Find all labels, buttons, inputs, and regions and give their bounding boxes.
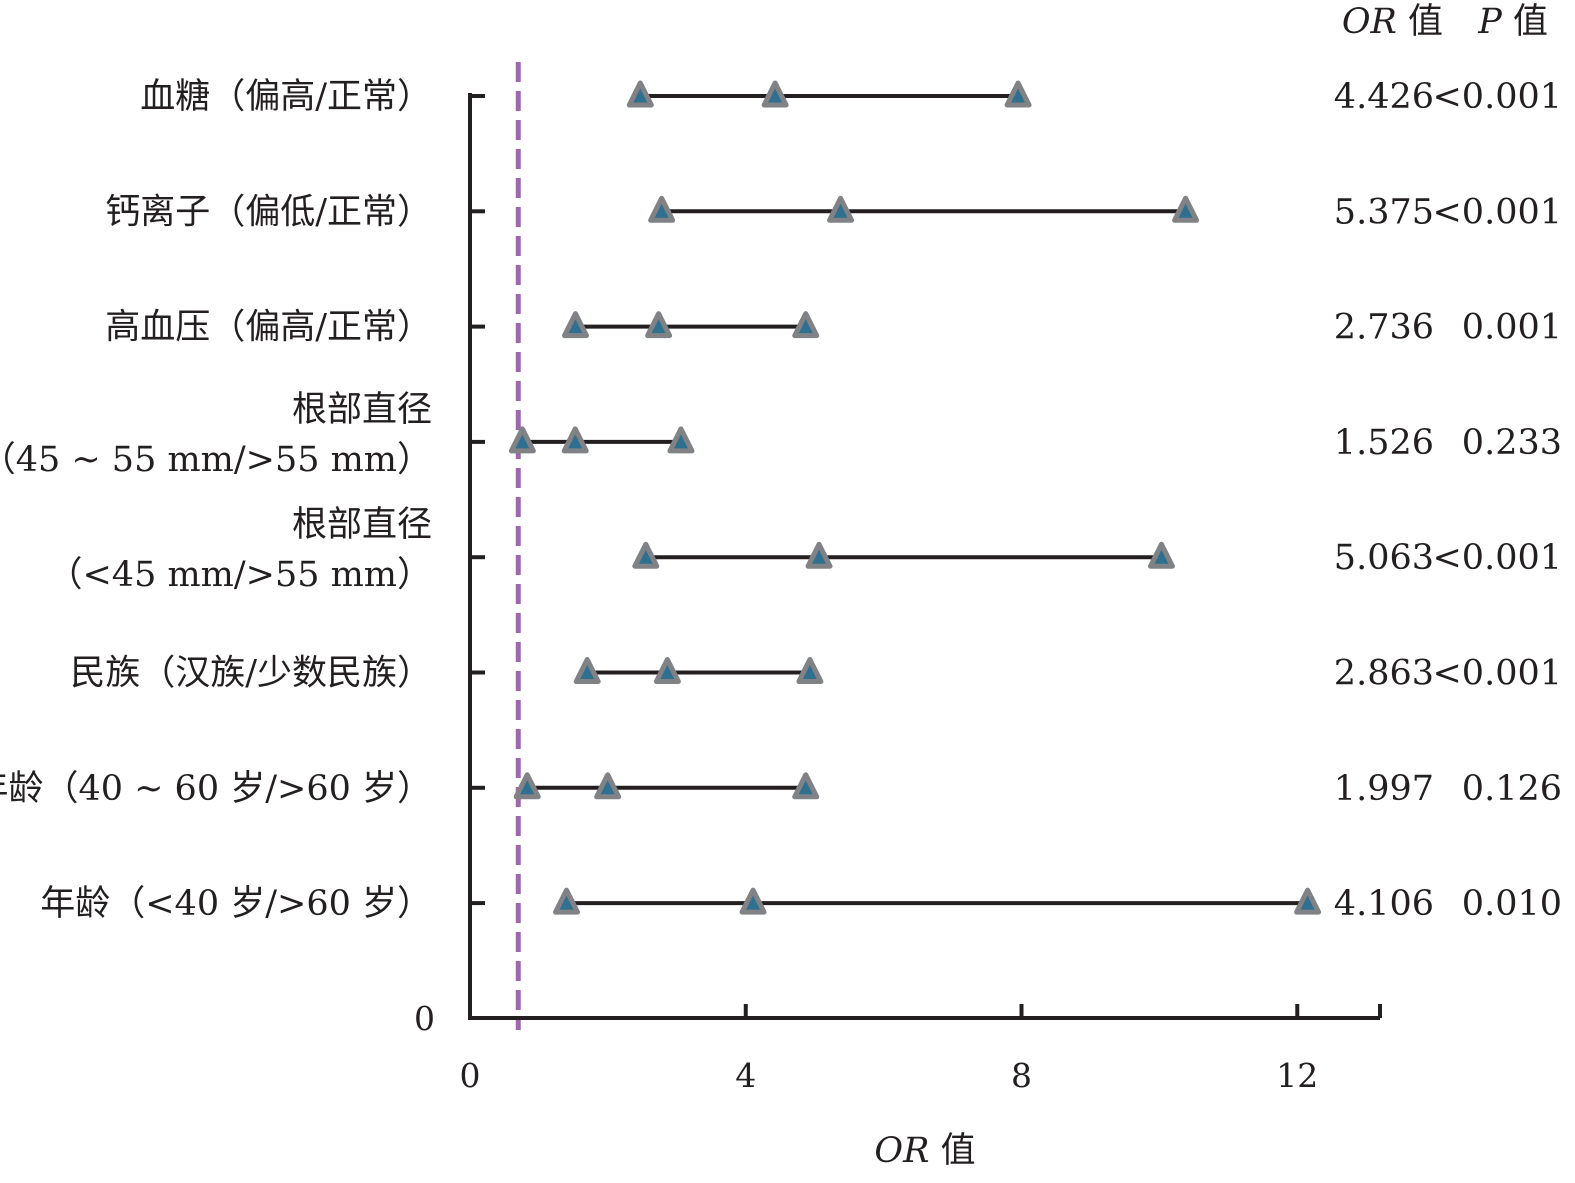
or-column-header-italic: OR [1342,2,1397,42]
or-marker [761,80,789,108]
forest-row: 根部直径 （45 ~ 55 mm/>55 mm） 1.526 0.233 [0,390,1562,480]
row-label-line: （45 ~ 55 mm/>55 mm） [0,440,432,480]
upper-marker [1004,80,1032,108]
or-marker [805,541,833,569]
p-value-label: <0.001 [1432,192,1562,232]
row-label: 钙离子（偏低/正常） [105,192,432,232]
p-column-header-italic: P [1477,2,1503,42]
x-axis-title-italic: OR [874,1131,929,1171]
forest-row: 根部直径 （<45 mm/>55 mm） 5.063<0.001 [47,505,1562,595]
p-value-label: 0.233 [1462,423,1562,463]
p-value-label: <0.001 [1432,538,1562,578]
row-label-line: 根部直径 [292,390,432,430]
p-column-header-text: 值 [1502,2,1548,42]
x-tick-label: 8 [1011,1056,1032,1095]
p-value-label: 0.126 [1462,769,1562,809]
row-label-line: （<45 mm/>55 mm） [47,555,432,595]
row-label-line: 根部直径 [292,505,432,545]
or-column-header-text: 值 [1397,2,1443,42]
or-marker [561,426,589,454]
row-label: 高血压（偏高/正常） [105,308,432,348]
or-marker [653,657,681,684]
or-value-label: 1.526 [1334,423,1434,463]
p-value-label: 0.001 [1462,308,1562,348]
forest-row: 年龄（40 ~ 60 岁/>60 岁） 1.997 0.126 [0,769,1562,809]
forest-row: 血糖（偏高/正常） 4.426<0.001 [140,77,1562,117]
or-marker [645,311,673,339]
forest-row: 民族（汉族/少数民族） 2.863<0.001 [70,654,1562,694]
x-tick-label: 12 [1276,1056,1318,1095]
p-column-header: P 值 [1477,2,1548,42]
upper-marker [1172,195,1200,223]
upper-marker [1147,541,1175,569]
or-marker [827,195,855,223]
p-value-label: <0.001 [1432,654,1562,694]
x-axis-labels: 00 4 8 12 OR 值 [414,999,1318,1171]
or-value-label: 2.863 [1334,654,1434,694]
upper-marker [792,311,820,339]
forest-row: 高血压（偏高/正常） 2.736 0.001 [105,308,1562,348]
or-marker [594,772,622,800]
x-tick-label: 0 [460,1056,481,1095]
upper-marker [792,772,820,800]
or-marker [739,887,767,915]
upper-marker [796,657,824,684]
lower-marker [626,80,654,108]
lower-marker [553,887,581,915]
row-label: 血糖（偏高/正常） [140,77,432,117]
or-value-label: 5.375 [1334,192,1434,232]
upper-marker [1294,887,1322,915]
forest-row: 年龄（<40 岁/>60 岁） 4.106 0.010 [40,884,1562,924]
or-value-label: 2.736 [1334,308,1434,348]
p-value-label: <0.001 [1432,77,1562,117]
or-column-header: OR 值 [1342,2,1443,42]
x-axis-title-text: 值 [929,1131,975,1171]
or-value-label: 5.063 [1334,538,1434,578]
p-value-label: 0.010 [1462,884,1562,924]
upper-marker [667,426,695,454]
or-value-label: 1.997 [1334,769,1434,809]
lower-marker [513,772,541,800]
or-value-label: 4.426 [1334,77,1434,117]
forest-row: 钙离子（偏低/正常） 5.375<0.001 [105,192,1562,232]
row-label: 年龄（40 ~ 60 岁/>60 岁） [0,769,432,809]
lower-marker [648,195,676,223]
y-zero-label: 0 [414,999,435,1038]
x-tick-label: 4 [735,1056,756,1095]
lower-marker [561,311,589,339]
or-value-label: 4.106 [1334,884,1434,924]
row-label: 民族（汉族/少数民族） [70,654,432,694]
lower-marker [573,657,601,684]
lower-marker [508,426,536,454]
lower-marker [632,541,660,569]
x-axis-title: OR 值 [874,1131,975,1171]
row-label: 年龄（<40 岁/>60 岁） [40,884,432,924]
